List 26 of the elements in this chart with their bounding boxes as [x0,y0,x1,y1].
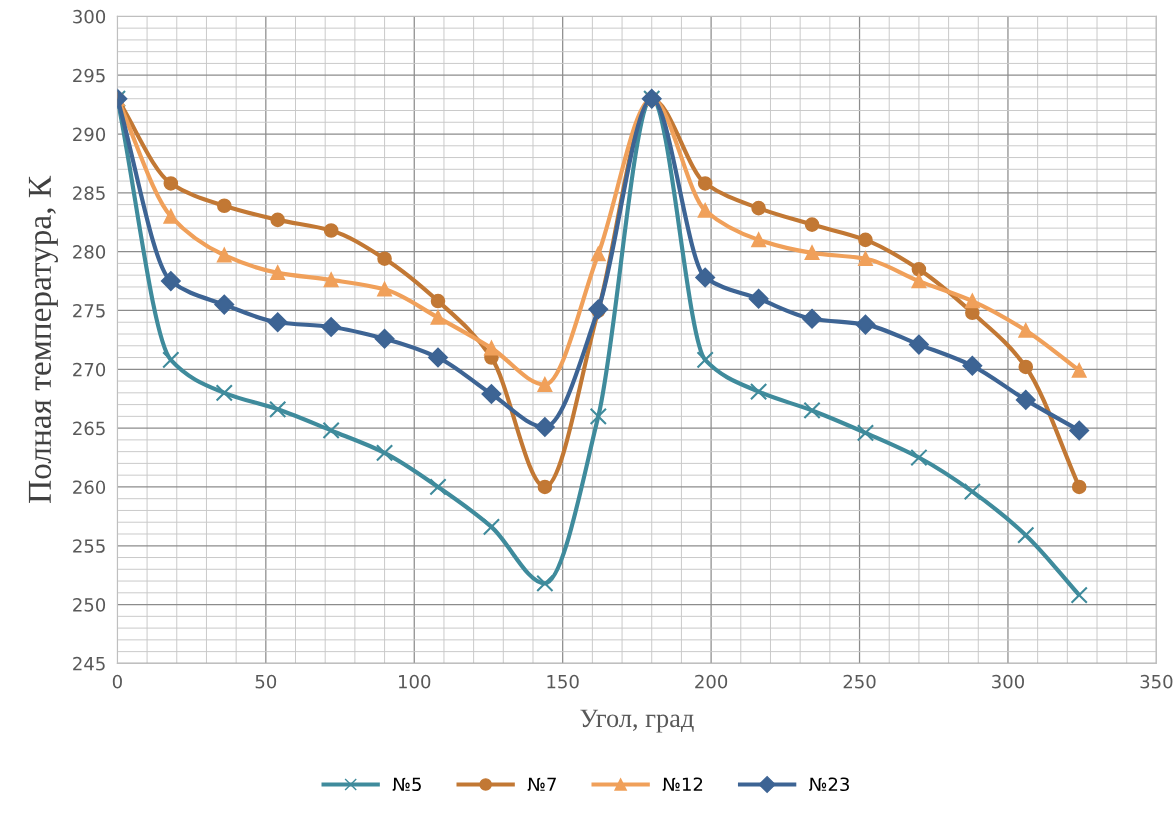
x-tick-label: 350 [1140,674,1173,689]
y-tick-label: 245 [73,656,105,671]
y-tick-label: 270 [73,362,106,377]
x-tick-label: 100 [399,674,431,689]
legend-label: №5 [392,777,421,792]
x-tick-label: 200 [695,674,728,689]
legend-label: №23 [809,777,849,792]
y-tick-label: 295 [73,68,105,83]
x-tick-label: 250 [843,674,876,689]
y-tick-label: 260 [73,480,106,495]
y-tick-label: 290 [73,127,106,142]
y-tick-label: 265 [73,421,105,436]
y-axis-title: Полная температура, К [28,175,58,503]
y-tick-label: 275 [73,303,105,318]
x-tick-label: 150 [547,674,579,689]
y-tick-label: 255 [73,539,105,553]
x-tick-label: 300 [992,674,1024,689]
x-axis-title: Угол, град [580,709,694,733]
y-tick-label: 285 [73,186,105,200]
y-tick-label: 300 [73,9,106,24]
x-tick-label: 0 [112,674,122,689]
x-tick-label: 50 [255,674,277,689]
legend-label: №12 [662,777,703,791]
legend-label: №7 [527,777,556,791]
y-tick-label: 250 [73,598,106,612]
y-tick-label: 280 [73,245,106,259]
